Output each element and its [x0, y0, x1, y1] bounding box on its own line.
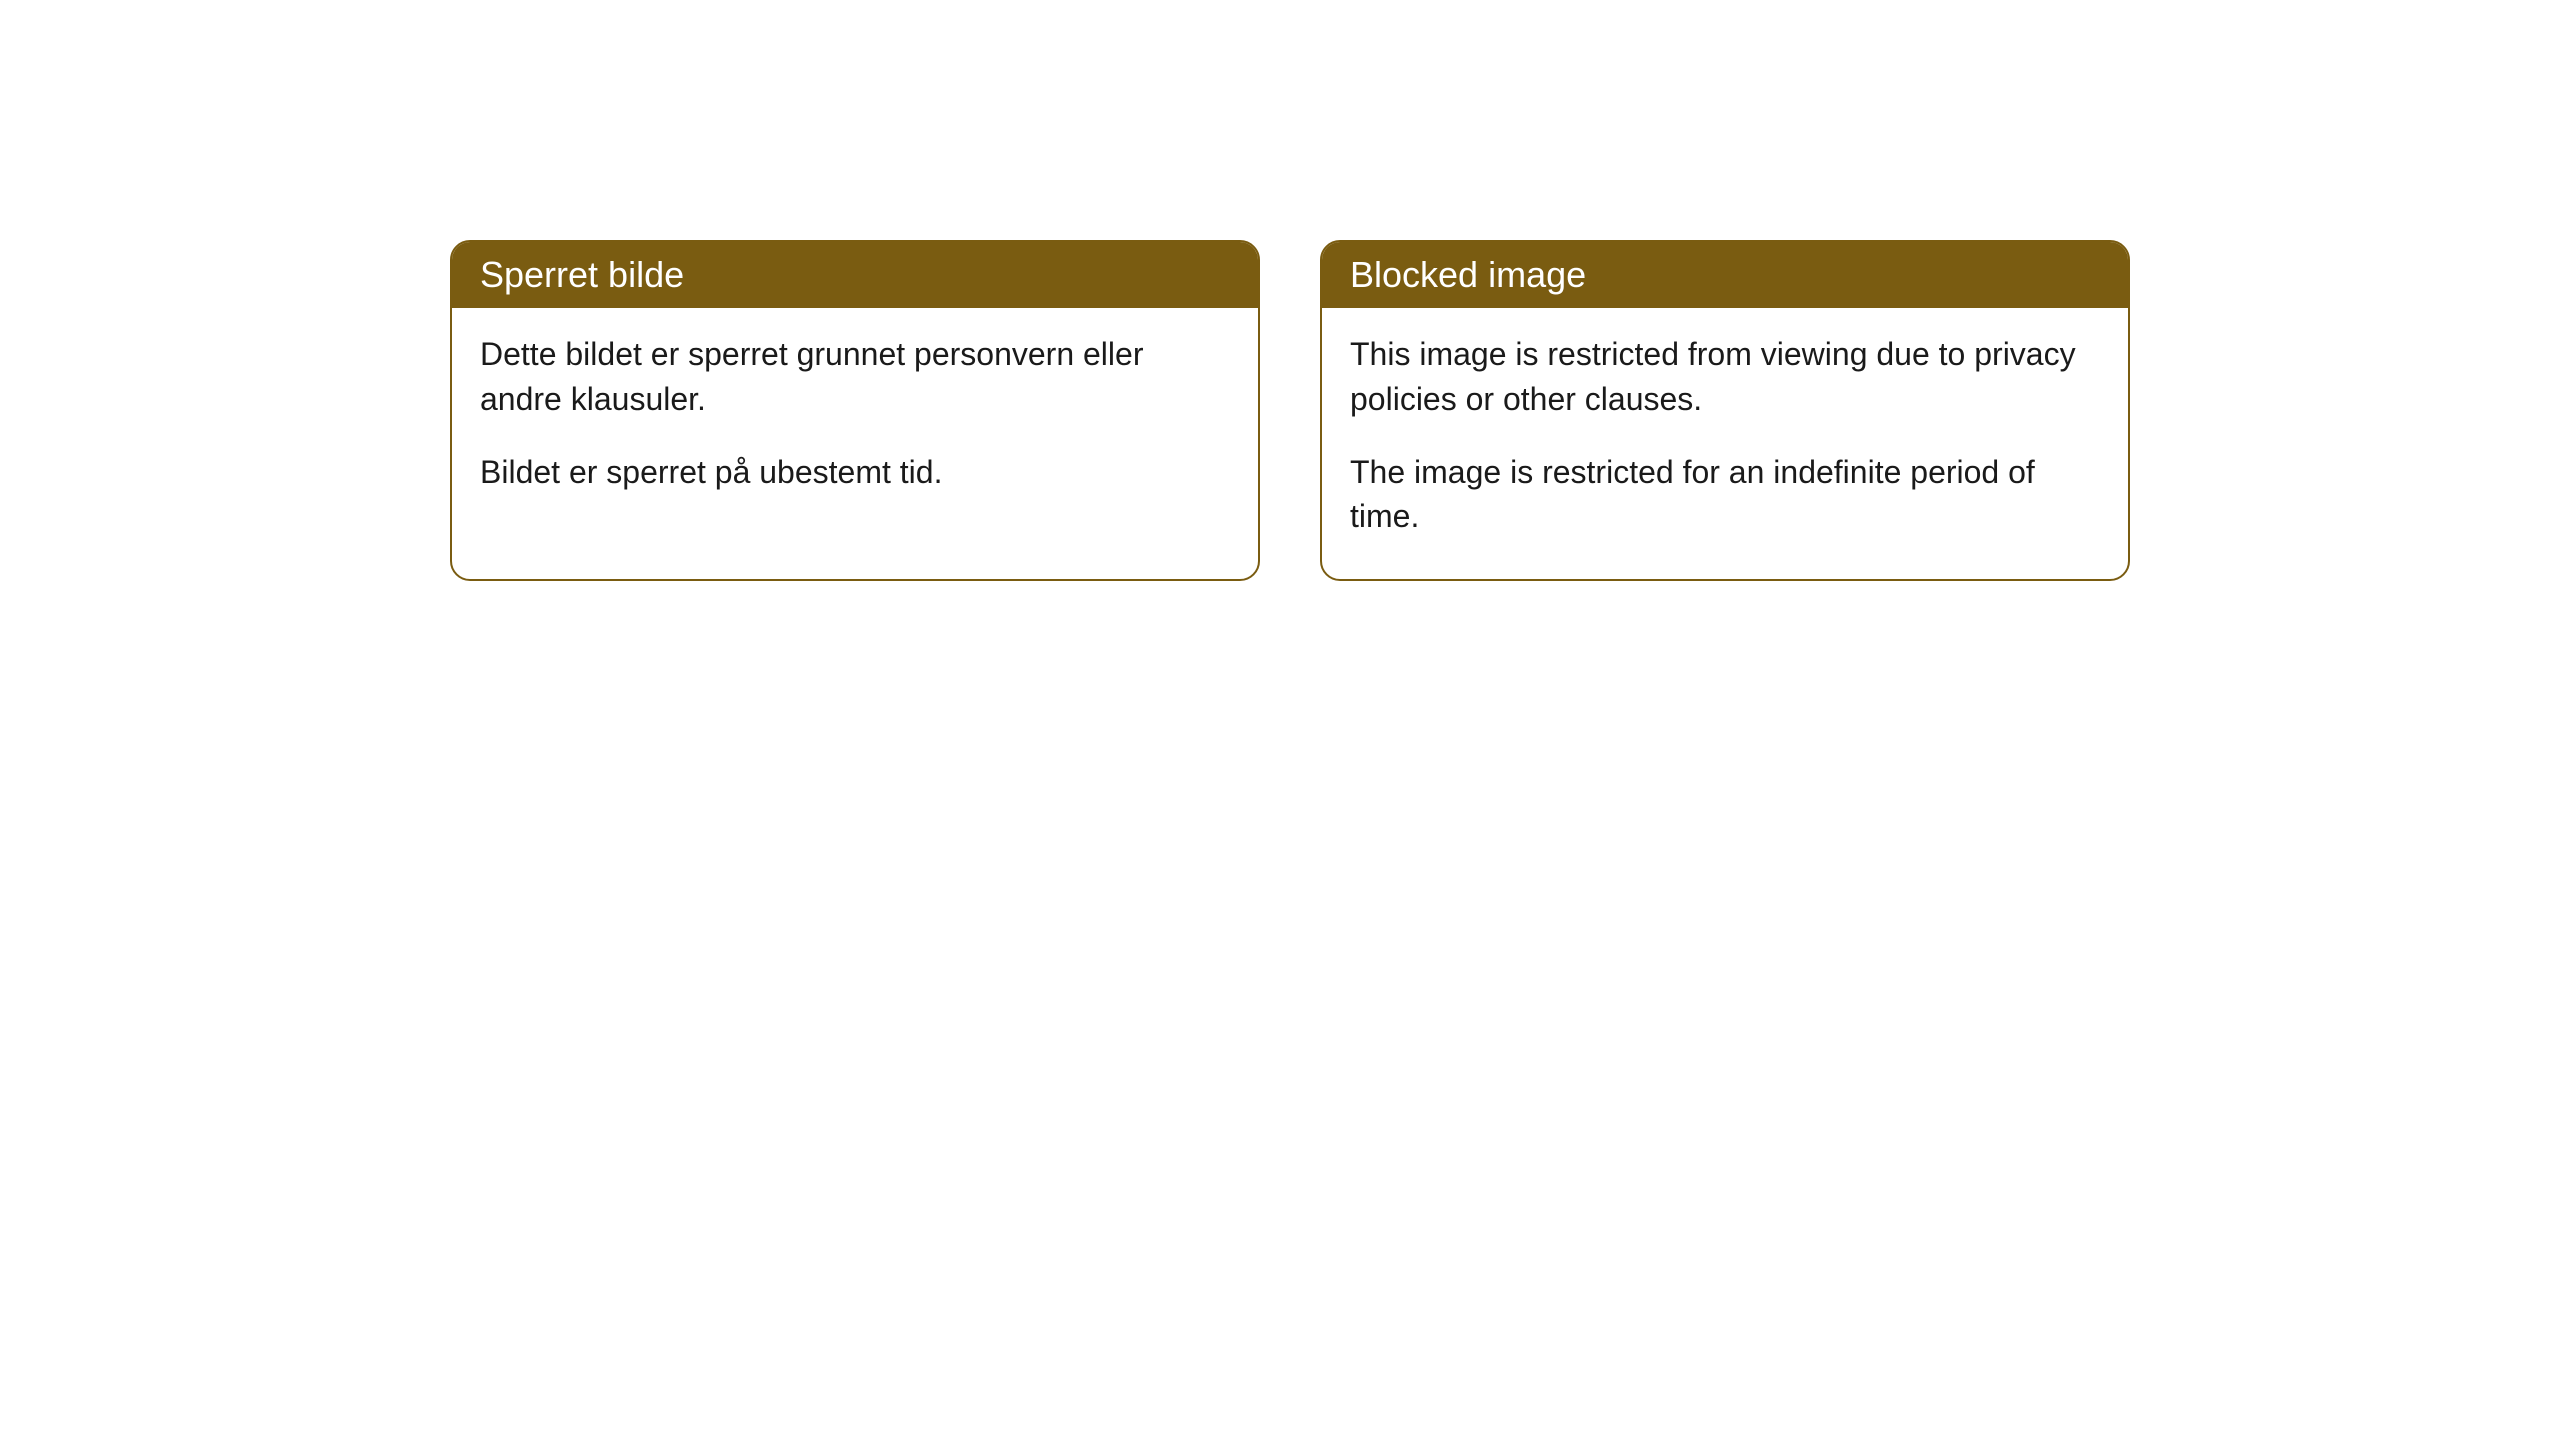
blocked-image-card-english: Blocked image This image is restricted f…: [1320, 240, 2130, 581]
card-body-norwegian: Dette bildet er sperret grunnet personve…: [452, 308, 1258, 534]
card-paragraph-1: This image is restricted from viewing du…: [1350, 332, 2100, 422]
cards-container: Sperret bilde Dette bildet er sperret gr…: [0, 0, 2560, 581]
card-header-english: Blocked image: [1322, 242, 2128, 308]
card-title: Blocked image: [1350, 254, 1586, 295]
card-paragraph-1: Dette bildet er sperret grunnet personve…: [480, 332, 1230, 422]
card-header-norwegian: Sperret bilde: [452, 242, 1258, 308]
card-paragraph-2: The image is restricted for an indefinit…: [1350, 450, 2100, 540]
blocked-image-card-norwegian: Sperret bilde Dette bildet er sperret gr…: [450, 240, 1260, 581]
card-body-english: This image is restricted from viewing du…: [1322, 308, 2128, 579]
card-paragraph-2: Bildet er sperret på ubestemt tid.: [480, 450, 1230, 495]
card-title: Sperret bilde: [480, 254, 684, 295]
